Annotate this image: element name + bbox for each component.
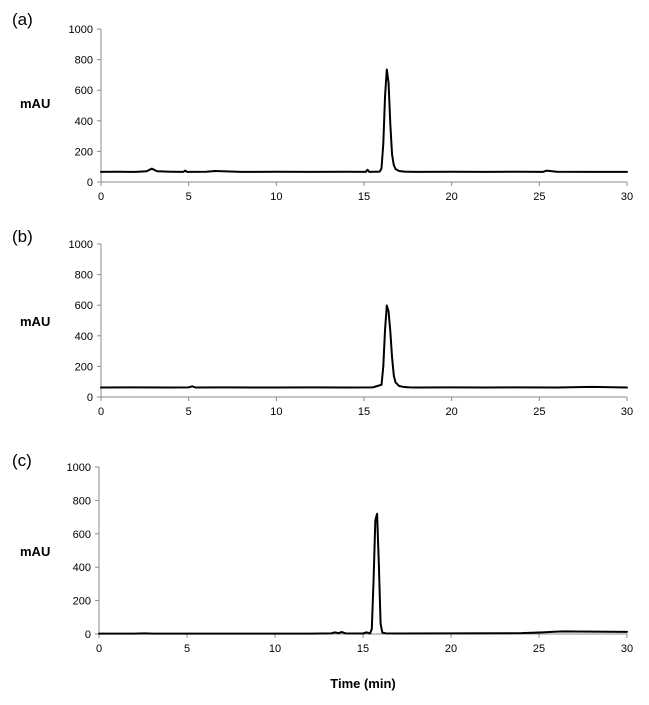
panel-label: (c) xyxy=(12,451,32,470)
x-tick-label: 25 xyxy=(533,643,545,655)
y-tick-label: 1000 xyxy=(69,239,93,251)
x-tick-label: 20 xyxy=(445,643,457,655)
chart-panel-b: (b) mAU 0 200 400 600 800 1000 0 5 10 15 20 25 30 xyxy=(12,227,633,418)
x-tick-label: 15 xyxy=(357,643,369,655)
y-tick-label: 0 xyxy=(85,629,91,641)
x-tick-label: 10 xyxy=(269,643,281,655)
y-axis-title: mAU xyxy=(20,96,50,111)
y-tick-label: 1000 xyxy=(69,24,93,36)
y-tick-label: 200 xyxy=(73,596,91,608)
y-axis-title: mAU xyxy=(20,314,50,329)
series-line xyxy=(100,68,628,173)
x-tick-label: 5 xyxy=(184,643,190,655)
x-tick-label: 5 xyxy=(186,406,192,418)
x-tick-label: 0 xyxy=(98,191,104,203)
y-tick-label: 200 xyxy=(75,361,93,373)
y-tick-label: 600 xyxy=(73,529,91,541)
x-tick-label: 30 xyxy=(621,643,633,655)
x-axis-title: Time (min) xyxy=(330,676,396,691)
x-tick-label: 10 xyxy=(270,191,282,203)
y-axis-title: mAU xyxy=(20,544,50,559)
series-line xyxy=(98,512,628,635)
series-line xyxy=(100,304,628,389)
y-tick-label: 600 xyxy=(75,300,93,312)
x-tick-label: 20 xyxy=(446,406,458,418)
chart-panel-a: (a) mAU 0 200 400 600 800 1000 0 5 10 15 20 25 30 xyxy=(12,10,633,203)
y-tick-label: 400 xyxy=(75,331,93,343)
x-tick-label: 10 xyxy=(270,406,282,418)
panel-label: (b) xyxy=(12,227,33,246)
x-tick-label: 25 xyxy=(533,191,545,203)
y-tick-label: 800 xyxy=(75,55,93,67)
chart-panel-c: (c) mAU 0 200 400 600 800 1000 0 5 10 15 20 25 30 Time … xyxy=(12,451,633,691)
x-tick-label: 30 xyxy=(621,191,633,203)
y-tick-label: 0 xyxy=(87,392,93,404)
panel-label: (a) xyxy=(12,10,33,29)
x-tick-label: 0 xyxy=(98,406,104,418)
y-tick-label: 400 xyxy=(73,562,91,574)
y-tick-label: 600 xyxy=(75,85,93,97)
x-tick-label: 20 xyxy=(446,191,458,203)
x-tick-label: 15 xyxy=(358,406,370,418)
x-tick-label: 30 xyxy=(621,406,633,418)
x-tick-label: 0 xyxy=(96,643,102,655)
y-tick-label: 400 xyxy=(75,116,93,128)
x-tick-label: 15 xyxy=(358,191,370,203)
y-tick-label: 0 xyxy=(87,177,93,189)
y-tick-label: 1000 xyxy=(67,462,91,474)
x-tick-label: 25 xyxy=(533,406,545,418)
y-tick-label: 800 xyxy=(75,270,93,282)
y-tick-label: 200 xyxy=(75,146,93,158)
x-tick-label: 5 xyxy=(186,191,192,203)
y-tick-label: 800 xyxy=(73,495,91,507)
